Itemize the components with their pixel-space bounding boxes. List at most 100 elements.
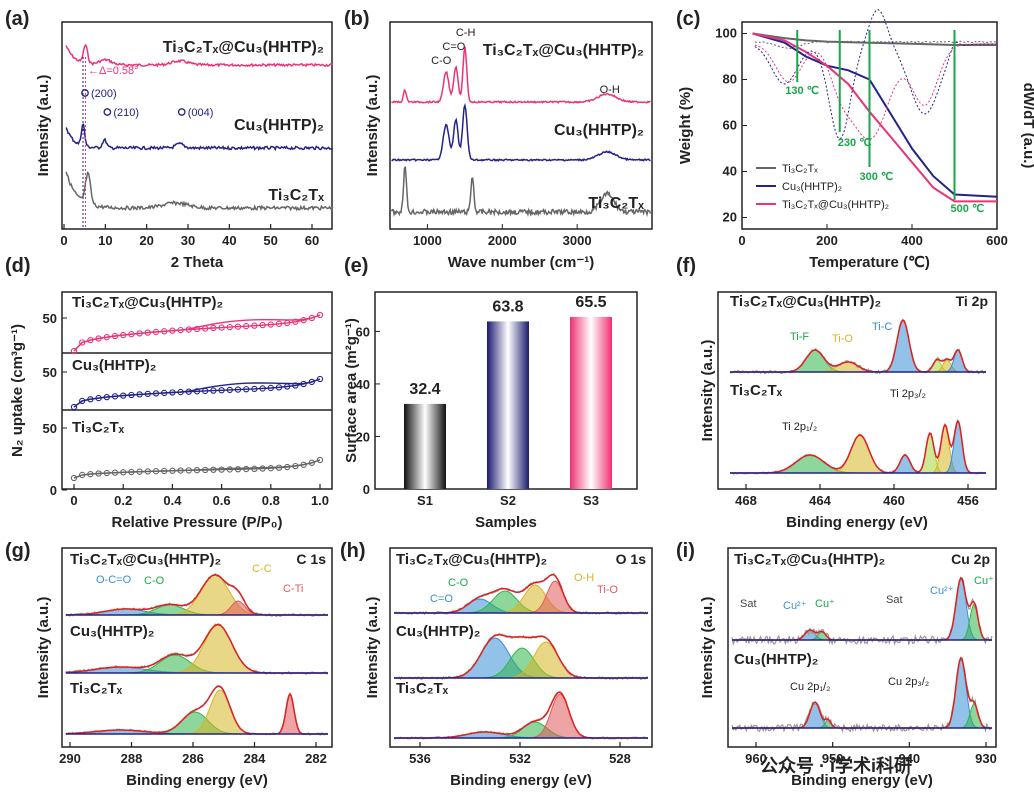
panel-label: (e)	[344, 255, 368, 277]
series-label: Ti₃C₂Tₓ	[396, 680, 449, 697]
series-label: O 1s	[616, 551, 647, 567]
data-point	[120, 331, 127, 339]
data-point	[210, 466, 217, 473]
component-label: Cu²⁺	[930, 585, 954, 597]
series-label: Ti 2p	[956, 293, 988, 309]
x-tick-label: S3	[583, 493, 599, 508]
plot-frame-d	[61, 291, 333, 490]
component-label: Ti-C	[872, 321, 892, 333]
data-point	[169, 389, 176, 396]
data-point	[111, 393, 119, 400]
component-label: Sat	[886, 594, 903, 606]
data-point	[144, 468, 151, 475]
data-point	[308, 314, 315, 322]
y-axis-label: Intensity (a.u.)	[699, 340, 716, 442]
series-label: Ti₃C₂Tₓ@Cu₃(HHTP)₂	[70, 551, 221, 568]
plot-frame-i	[727, 547, 997, 748]
data-point	[193, 388, 201, 395]
data-point	[152, 390, 160, 397]
xrd-curve-ti	[65, 171, 334, 212]
x-tick-label: 2000	[488, 233, 517, 248]
y-axis-label: Intensity (a.u.)	[364, 75, 381, 177]
data-point	[185, 467, 192, 474]
component-label: Ti 2p₁/₂	[782, 421, 817, 433]
data-point	[87, 396, 94, 403]
plot-frame-a	[61, 21, 333, 230]
panel-label: (d)	[5, 255, 31, 277]
dtg-curve-composite	[754, 43, 997, 140]
x-tick-label: 1000	[413, 233, 442, 248]
data-point	[259, 465, 266, 472]
data-point	[284, 463, 291, 471]
y-tick-label: 50	[43, 365, 57, 380]
series-label: C 1s	[296, 551, 326, 567]
xrd-curve-composite	[65, 43, 333, 68]
series-label: Ti₃C₂Tₓ@Cu₃(HHTP)₂	[72, 294, 223, 311]
data-point	[234, 386, 242, 393]
series-label: Ti₃C₂Tₓ@Cu₃(HHTP)₂	[734, 551, 885, 568]
watermark: 公众号 · i学术i科研	[760, 755, 912, 776]
data-point	[275, 464, 283, 471]
x-tick-label: 456	[957, 493, 979, 508]
component-label: Ti-O	[832, 333, 853, 345]
data-point	[316, 311, 324, 319]
data-point	[267, 384, 274, 392]
data-point	[300, 380, 307, 388]
peak-marker	[81, 89, 89, 97]
dtg-curve-cu	[754, 9, 997, 140]
data-point	[79, 397, 86, 405]
series-label: Ti₃C₂Tₓ@Cu₃(HHTP)₂	[730, 293, 881, 310]
data-point	[267, 321, 274, 328]
data-point	[128, 391, 135, 399]
series-label: Ti₃C₂Tₓ	[268, 187, 324, 204]
component-label: Cu²⁺	[783, 600, 807, 612]
data-point	[234, 323, 242, 330]
y-axis-label: Weight (%)	[677, 87, 694, 164]
x-tick-label: S2	[500, 493, 516, 508]
data-point	[120, 469, 127, 476]
xps-o-ti-component-1	[394, 721, 648, 739]
x-axis-label: Relative Pressure (P/P₀)	[111, 514, 282, 531]
y-tick-label: 20	[356, 429, 370, 444]
data-point	[284, 319, 291, 327]
data-point	[275, 384, 283, 391]
peak-label: O-H	[600, 84, 620, 96]
bar-S1	[404, 403, 446, 489]
x-tick-label: 0.2	[114, 493, 132, 508]
series-label: Ti₃C₂Tₓ	[70, 680, 123, 697]
data-point	[251, 385, 258, 393]
y-tick-label: 60	[723, 118, 737, 133]
panel-label: (i)	[676, 540, 695, 562]
y-tick-label: 100	[715, 26, 737, 41]
data-point	[152, 328, 160, 336]
panel-label: (g)	[5, 540, 31, 562]
data-point	[316, 375, 324, 383]
x-tick-label: 528	[609, 751, 631, 766]
y-tick-label: 40	[356, 377, 370, 392]
data-point	[103, 334, 110, 341]
component-label: Ti-F	[790, 331, 809, 343]
x-tick-label: 290	[59, 751, 81, 766]
component-label: Cu⁺	[974, 575, 994, 587]
data-point	[79, 471, 86, 479]
data-point	[136, 391, 143, 398]
x-tick-label: 60	[305, 233, 319, 248]
temperature-label: 230 ℃	[838, 137, 872, 149]
data-point	[152, 468, 160, 475]
data-point	[243, 386, 250, 393]
data-point	[308, 378, 315, 386]
series-label: Ti₃C₂Tₓ	[588, 195, 644, 212]
temperature-label: 500 ℃	[951, 203, 985, 215]
temperature-label: 300 ℃	[860, 171, 894, 183]
data-point	[226, 466, 233, 473]
series-label: Cu₃(HHTP)₂	[70, 623, 154, 640]
panel-label: (h)	[340, 540, 366, 562]
peak-marker	[177, 108, 186, 116]
data-point	[316, 456, 324, 464]
y-tick-label: 20	[723, 210, 737, 225]
x-tick-label: 0.8	[262, 493, 280, 508]
data-point	[210, 324, 217, 332]
component-label: Ti 2p₃/₂	[890, 388, 926, 400]
x-axis-label: Binding energy (eV)	[126, 772, 268, 789]
